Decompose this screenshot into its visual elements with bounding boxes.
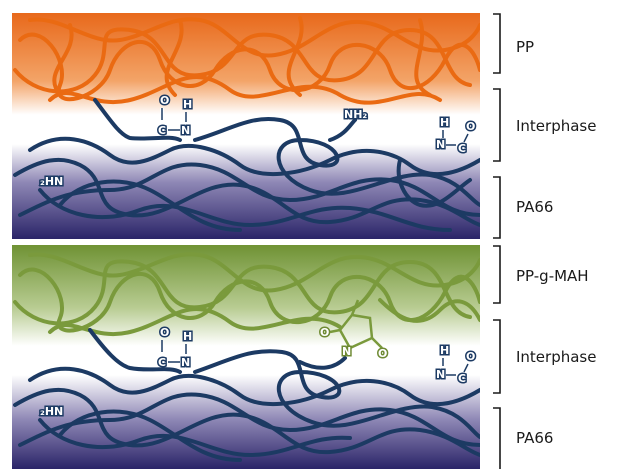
- label-pp: PP: [516, 38, 534, 56]
- label-pa66-bottom: PA66: [516, 429, 553, 447]
- top-right-c: C: [458, 142, 466, 155]
- bottom-2hn-label: ₂HN: [40, 405, 63, 418]
- region-labels: PP Interphase PA66 PP-g-MAH Interphase P…: [493, 13, 596, 469]
- bottom-carbonyl-o: O: [160, 326, 169, 339]
- label-interphase-top: Interphase: [516, 117, 596, 135]
- top-carbonyl-c: C: [158, 124, 166, 137]
- label-pa66-top: PA66: [516, 198, 553, 216]
- top-right-o: O: [466, 120, 475, 133]
- top-amide-h: H: [183, 98, 192, 111]
- top-panel: O C N H NH₂ H N C O ₂HN: [12, 13, 480, 239]
- bracket-pa66-bottom: [493, 407, 501, 469]
- pp-g-mah-chains: [13, 252, 480, 337]
- label-pp-g-mah: PP-g-MAH: [516, 267, 589, 285]
- pp-chains: [13, 16, 480, 105]
- label-interphase-bottom: Interphase: [516, 348, 596, 366]
- bracket-pp-g-mah: [493, 245, 501, 304]
- top-amide-n: N: [181, 124, 190, 137]
- bottom-panel: O C N H N O O H N C O ₂HN: [12, 245, 480, 469]
- bracket-interphase-top: [493, 88, 501, 162]
- bottom-amide-n: N: [181, 356, 190, 369]
- top-carbonyl-o: O: [160, 94, 169, 107]
- mah-n-label: N: [342, 345, 351, 358]
- top-nh2-label: NH₂: [344, 108, 367, 121]
- bottom-right-n: N: [436, 368, 445, 381]
- top-right-h: H: [440, 116, 449, 129]
- mah-ring: [329, 299, 383, 350]
- bottom-right-h: H: [440, 344, 449, 357]
- pa66-chains-bottom: [13, 328, 480, 462]
- bracket-pa66-top: [493, 176, 501, 239]
- mah-o2-label: O: [378, 347, 387, 360]
- pa66-chains-top: [13, 98, 480, 232]
- bracket-interphase-bottom: [493, 319, 501, 394]
- bottom-right-o: O: [466, 350, 475, 363]
- top-chemistry: O C N H NH₂ H N C O ₂HN: [39, 93, 477, 190]
- mah-o1-label: O: [320, 326, 329, 339]
- bracket-pp: [493, 13, 501, 74]
- top-right-n: N: [436, 138, 445, 151]
- bottom-right-c: C: [458, 372, 466, 385]
- bottom-amide-h: H: [183, 330, 192, 343]
- bottom-carbonyl-c: C: [158, 356, 166, 369]
- bottom-chemistry: O C N H N O O H N C O ₂HN: [39, 325, 477, 420]
- top-2hn-label: ₂HN: [40, 175, 63, 188]
